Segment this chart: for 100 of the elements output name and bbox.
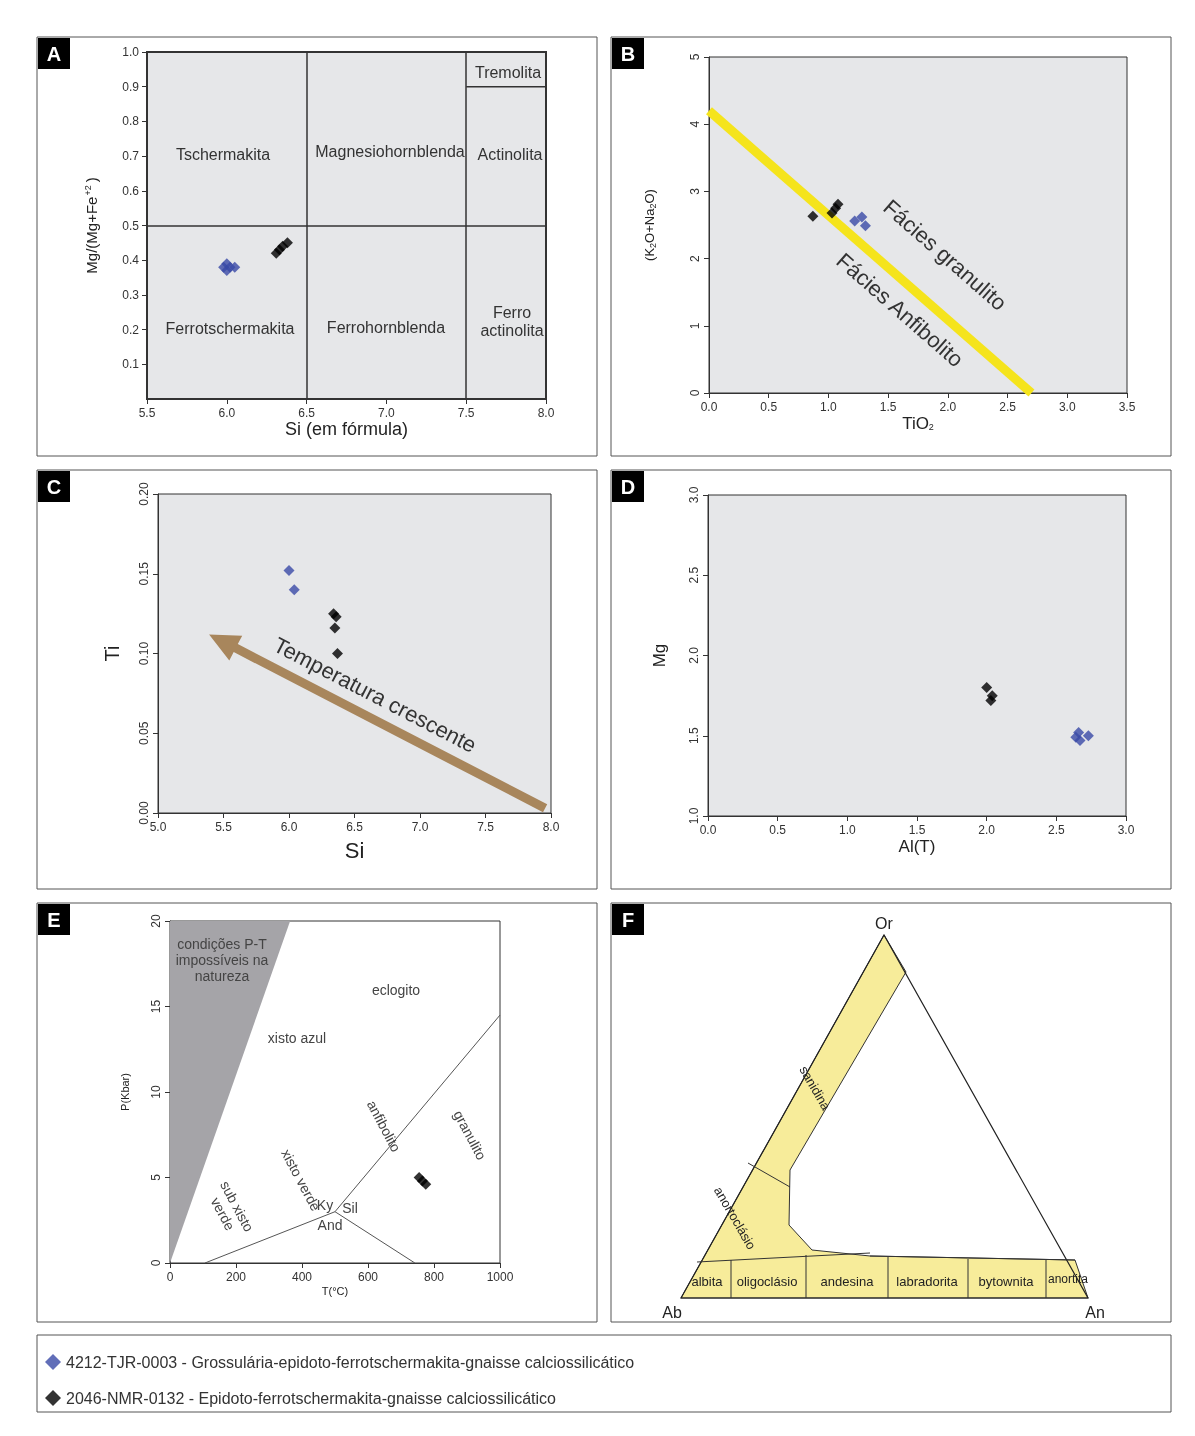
- annotation: eclogito: [371, 982, 421, 998]
- text: labradorita: [896, 1273, 959, 1289]
- x-tick-label: 6.5: [298, 406, 316, 420]
- x-tick-label: 1.5: [879, 400, 897, 414]
- text: An: [1085, 1303, 1105, 1321]
- y-tick-label: 3.0: [687, 486, 701, 504]
- chart-title: B: [620, 43, 636, 65]
- legend-label: 4212-TJR-0003 - Grossulária-epidoto-ferrotschermakita-gnaisse calciossilicático: [66, 1353, 635, 1371]
- chart-title: D: [620, 476, 636, 498]
- x-tick-label: 8.0: [537, 406, 555, 420]
- y-tick-label: 0.7: [122, 149, 140, 164]
- x-tick-label: 400: [291, 1270, 313, 1284]
- annotation: xisto azul: [267, 1030, 327, 1046]
- y-tick-label: 0.05: [137, 721, 151, 745]
- annotation: Magnesiohornblenda: [315, 142, 465, 160]
- y-tick-label: 10: [149, 1085, 163, 1099]
- y-tick-label: 0.1: [122, 357, 140, 372]
- y-tick-label: 0.5: [122, 218, 140, 233]
- x-tick-label: 0.5: [769, 823, 787, 837]
- y-tick-label: 2.0: [687, 646, 701, 664]
- x-tick-label: 0.0: [700, 400, 718, 414]
- x-tick-label: 6.5: [346, 820, 364, 834]
- annotation: Ferro actinolita: [480, 303, 544, 339]
- y-tick-label: 0.8: [122, 114, 140, 129]
- y-tick-label: 0.3: [122, 287, 140, 302]
- y-tick-label: 0.15: [137, 561, 151, 586]
- chart-title: C: [46, 476, 62, 498]
- text: Or: [875, 914, 894, 932]
- x-tick-label: 7.5: [477, 820, 495, 834]
- annotation: Tschermakita: [175, 145, 271, 163]
- x-tick-label: 3.5: [1118, 400, 1136, 414]
- text: andesina: [820, 1273, 875, 1289]
- x-tick-label: 7.0: [378, 406, 396, 420]
- x-axis-title: TiO2: [902, 414, 934, 433]
- x-tick-label: 800: [423, 1270, 445, 1284]
- y-axis-title: P(Kbar): [118, 1073, 131, 1111]
- annotation: Actinolita: [477, 145, 543, 163]
- annotation: Sil: [342, 1200, 358, 1216]
- x-tick-label: 5.5: [215, 820, 233, 834]
- text: F: [621, 909, 635, 931]
- y-tick-label: 0.2: [122, 322, 140, 337]
- x-tick-label: 1.0: [838, 823, 856, 837]
- y-tick-label: 20: [149, 914, 163, 928]
- x-tick-label: 6.0: [218, 406, 236, 420]
- x-tick-label: 8.0: [542, 820, 560, 834]
- x-axis-title: T(°C): [321, 1284, 349, 1297]
- x-tick-label: 600: [357, 1270, 379, 1284]
- y-tick-label: 1: [688, 322, 702, 330]
- text: albita: [691, 1273, 724, 1289]
- x-tick-label: 5.0: [149, 820, 167, 834]
- x-tick-label: 3.0: [1117, 823, 1135, 837]
- x-tick-label: 1.0: [820, 400, 838, 414]
- y-tick-label: 0: [688, 389, 702, 397]
- chart-title: A: [46, 43, 62, 65]
- y-tick-label: 0.00: [137, 801, 151, 825]
- y-tick-label: 1.0: [122, 45, 140, 59]
- annotation: sub xisto verde: [207, 1178, 258, 1235]
- x-tick-label: 7.0: [411, 820, 429, 834]
- annotation: And: [317, 1217, 343, 1233]
- y-tick-label: 4: [688, 120, 702, 128]
- x-tick-label: 1000: [486, 1270, 514, 1284]
- x-tick-label: 0: [166, 1270, 174, 1284]
- y-axis-title: Mg: [650, 643, 669, 668]
- y-tick-label: 5: [149, 1173, 163, 1181]
- y-tick-label: 0.20: [137, 482, 151, 506]
- annotation: Ferrohornblenda: [326, 318, 446, 336]
- y-tick-label: 3: [688, 187, 702, 195]
- y-tick-label: 1.5: [687, 727, 701, 745]
- y-axis-title: Mg/(Mg+Fe+2): [82, 177, 100, 274]
- x-tick-label: 3.0: [1058, 400, 1076, 414]
- y-tick-label: 5: [688, 53, 702, 61]
- x-tick-label: 0.5: [760, 400, 778, 414]
- annotation: Tremolita: [474, 63, 542, 81]
- x-axis-title: Si: [344, 837, 365, 863]
- x-tick-label: 6.0: [280, 820, 298, 834]
- y-tick-label: 2.5: [687, 566, 701, 584]
- x-tick-label: 2.5: [999, 400, 1017, 414]
- x-tick-label: 2.0: [978, 823, 996, 837]
- x-tick-label: 2.5: [1047, 823, 1065, 837]
- x-tick-label: 1.5: [908, 823, 926, 837]
- annotation: condições P-T impossíveis na natureza: [175, 936, 269, 984]
- annotation: Ferrotschermakita: [165, 319, 295, 337]
- x-tick-label: 2.0: [939, 400, 957, 414]
- x-tick-label: 7.5: [457, 406, 475, 420]
- y-tick-label: 15: [149, 999, 163, 1014]
- y-tick-label: 0.6: [122, 183, 140, 198]
- x-tick-label: 200: [225, 1270, 247, 1284]
- x-tick-label: 5.5: [138, 406, 156, 420]
- chart-title: E: [47, 909, 61, 931]
- legend-label: 2046-NMR-0132 - Epidoto-ferrotschermakita-gnaisse calciossilicático: [66, 1389, 557, 1407]
- x-axis-title: Si (em fórmula): [284, 418, 409, 439]
- y-axis-title: Ti: [101, 645, 123, 662]
- y-tick-label: 2: [688, 254, 702, 262]
- x-tick-label: 0.0: [699, 823, 717, 837]
- y-tick-label: 0.10: [137, 641, 151, 666]
- y-tick-label: 0.9: [122, 79, 140, 94]
- y-axis-title: (K2O+Na2O): [641, 189, 658, 261]
- text: bytownita: [978, 1273, 1035, 1289]
- x-axis-title: Al(T): [898, 837, 936, 856]
- y-tick-label: 0: [149, 1259, 163, 1267]
